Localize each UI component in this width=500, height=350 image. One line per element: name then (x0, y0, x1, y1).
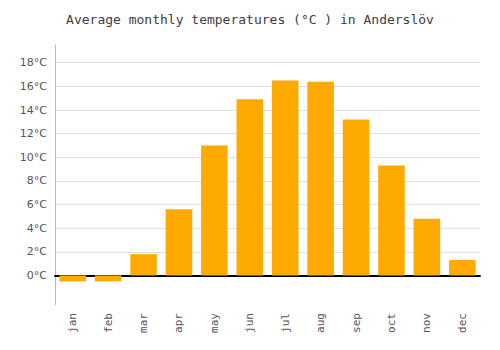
svg-text:may: may (208, 313, 221, 333)
svg-text:nov: nov (420, 313, 433, 333)
svg-text:0°C: 0°C (27, 269, 47, 282)
svg-text:jul: jul (279, 313, 292, 333)
svg-text:mar: mar (137, 313, 150, 333)
svg-text:14°C: 14°C (20, 104, 47, 117)
svg-text:dec: dec (456, 313, 469, 333)
svg-text:16°C: 16°C (20, 80, 47, 93)
svg-text:sep: sep (350, 313, 363, 333)
svg-text:apr: apr (172, 313, 185, 333)
svg-text:aug: aug (314, 313, 327, 333)
svg-text:oct: oct (385, 313, 398, 333)
svg-text:18°C: 18°C (20, 56, 47, 69)
svg-text:4°C: 4°C (27, 222, 47, 235)
svg-text:feb: feb (102, 313, 115, 333)
svg-text:12°C: 12°C (20, 127, 47, 140)
svg-text:8°C: 8°C (27, 174, 47, 187)
svg-text:Average monthly temperatures (: Average monthly temperatures (°C ) in An… (66, 12, 434, 27)
svg-text:10°C: 10°C (20, 151, 47, 164)
svg-text:6°C: 6°C (27, 198, 47, 211)
svg-text:jan: jan (66, 313, 79, 333)
svg-text:jun: jun (243, 313, 256, 333)
svg-text:2°C: 2°C (27, 245, 47, 258)
